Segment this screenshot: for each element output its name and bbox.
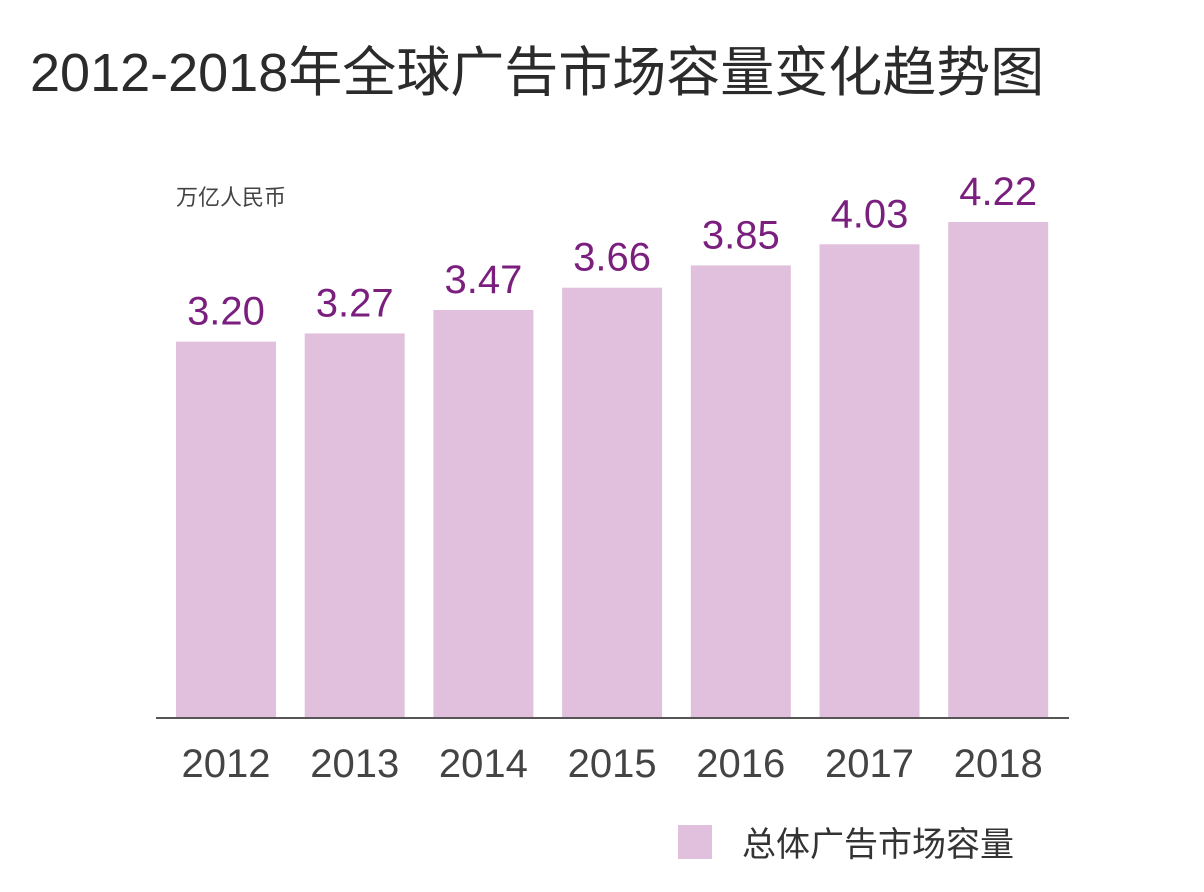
bar-2018 (948, 222, 1049, 717)
x-tick-label-2017: 2017 (825, 742, 914, 786)
legend-label: 总体广告市场容量 (742, 826, 1014, 864)
legend-swatch (678, 824, 712, 859)
x-tick-label-2016: 2016 (696, 742, 785, 786)
data-label-2013: 3.27 (316, 281, 394, 325)
bar-2013 (304, 333, 405, 717)
bar-2017 (819, 244, 920, 717)
legend: 总体广告市场容量 (678, 817, 1014, 866)
data-label-2015: 3.66 (573, 236, 651, 280)
x-tick-label-2015: 2015 (568, 742, 657, 786)
x-tick-label-2012: 2012 (182, 742, 271, 786)
chart-title: 2012-2018年全球广告市场容量变化趋势图 (30, 43, 1045, 103)
x-tick-label-2013: 2013 (310, 742, 399, 786)
data-label-2012: 3.20 (187, 290, 265, 334)
bar-2016 (690, 265, 791, 717)
bar-2012 (176, 341, 276, 717)
bar-2014 (433, 309, 534, 717)
data-label-2017: 4.03 (831, 192, 909, 236)
data-label-2018: 4.22 (959, 170, 1037, 214)
bar-2015 (562, 287, 663, 717)
x-tick-label-2018: 2018 (954, 742, 1043, 786)
data-label-2016: 3.85 (702, 213, 780, 257)
x-tick-label-2014: 2014 (439, 742, 528, 786)
data-label-2014: 3.47 (444, 258, 522, 302)
y-axis-unit-label: 万亿人民币 (176, 185, 287, 210)
